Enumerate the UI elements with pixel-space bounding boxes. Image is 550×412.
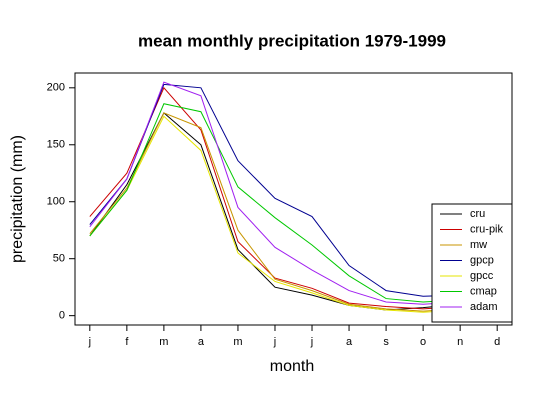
legend-label: cru-pik [470,223,504,235]
x-tick-label: d [494,336,500,348]
x-tick-label: j [273,336,276,348]
legend-label: mw [470,239,487,251]
legend-box [431,203,513,323]
legend-label: adam [470,301,498,313]
series-line [89,83,498,297]
y-tick-label: 150 [47,139,65,151]
chart-title: mean monthly precipitation 1979-1999 [138,31,446,50]
series-line [89,86,498,310]
x-tick-label: j [88,336,91,348]
y-tick-label: 200 [47,82,65,94]
legend-label: gpcp [470,254,494,266]
x-tick-label: j [310,336,313,348]
x-tick-label: m [159,336,168,348]
plot-frame [74,72,513,326]
legend-label: gpcc [470,270,494,282]
x-tick-label: m [233,336,242,348]
x-axis-title: month [270,358,314,375]
legend-label: cru [470,208,485,220]
x-tick-label: s [383,336,389,348]
legend-label: cmap [470,285,497,297]
y-tick-label: 50 [53,253,65,265]
x-tick-label: n [457,336,463,348]
series-line [89,115,498,313]
x-tick-label: o [420,336,426,348]
y-tick-label: 100 [47,196,65,208]
x-tick-label: a [346,336,353,348]
x-tick-label: f [125,336,129,348]
y-axis-title: precipitation (mm) [9,135,26,263]
x-tick-label: a [198,336,205,348]
series-line [89,103,498,303]
series-line [89,81,498,305]
series-line [89,112,498,312]
y-tick-label: 0 [59,310,65,322]
